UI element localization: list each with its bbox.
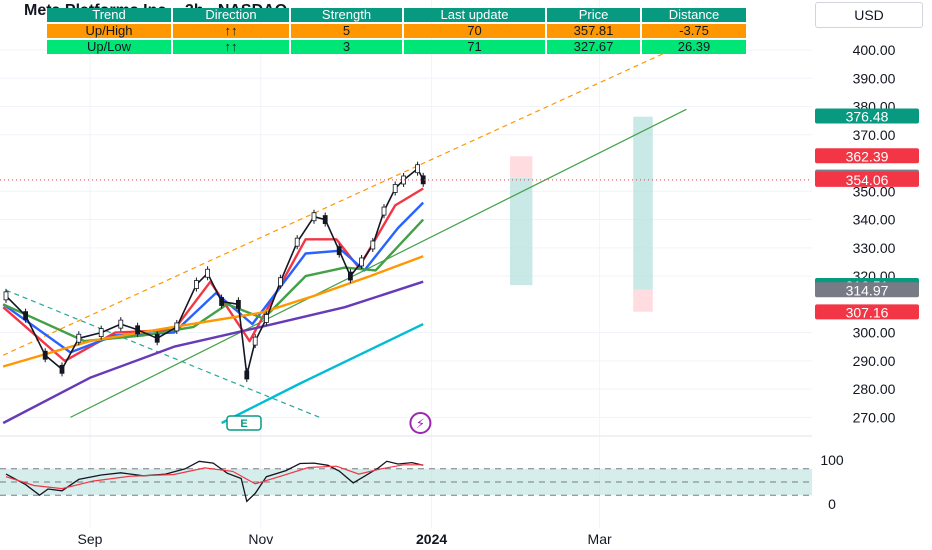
cell-last-update: 71 [404,40,545,54]
header-trend: Trend [47,8,171,22]
candle-body [415,164,421,174]
header-direction: Direction [173,8,289,22]
cell-trend: Up/Low [47,40,171,54]
stop-zone [510,156,533,178]
trendline [70,108,687,418]
candle-body [359,257,365,267]
price-tag [815,304,919,320]
candle-body [294,237,300,247]
candle-body [311,212,317,222]
price-tick-label: 280.00 [853,381,896,397]
time-tick-label: 2024 [416,531,447,547]
trend-row-low: Up/Low ↑↑ 3 71 327.67 26.39 [47,40,746,54]
oscillator-tick-label: 100 [820,452,844,468]
moving-average-line [2,187,424,363]
cell-price: 327.67 [547,40,640,54]
candle-body [252,336,258,346]
time-tick-label: Mar [588,531,612,547]
earnings-marker-label: E [240,418,247,430]
trend-row-high: Up/High ↑↑ 5 70 357.81 -3.75 [47,24,746,38]
price-tag [815,148,919,164]
candle-body [381,206,387,216]
candle-body [392,184,398,193]
cell-distance: 26.39 [642,40,746,54]
candle-body [23,311,29,321]
candle-body [263,314,269,323]
cell-strength: 5 [291,24,402,38]
price-tick-label: 340.00 [853,212,896,228]
price-tick-label: 390.00 [853,70,896,86]
time-tick-label: Sep [78,531,103,547]
target-zone [633,116,653,290]
candle-body [154,333,160,343]
candle-body [420,175,426,185]
candle-body [3,291,9,301]
cell-strength: 3 [291,40,402,54]
trend-table: Trend Direction Strength Last update Pri… [45,6,748,56]
candle-body [135,325,141,335]
price-tag [815,282,919,298]
price-tag-label: 362.39 [846,148,889,164]
candle-body [205,268,211,278]
price-line [5,167,424,376]
price-tick-label: 290.00 [853,353,896,369]
cell-trend: Up/High [47,24,171,38]
candle-body [347,271,353,281]
price-tag-label: 354.06 [846,172,889,188]
oscillator-line [5,460,424,503]
cell-price: 357.81 [547,24,640,38]
price-tag [815,108,919,124]
candle-body [118,319,124,329]
moving-average-line [2,255,424,368]
trendline [2,43,684,356]
cell-distance: -3.75 [642,24,746,38]
moving-average-line [2,280,424,425]
header-strength: Strength [291,8,402,22]
price-tick-label: 300.00 [853,325,896,341]
candle-body [193,280,199,289]
price-tick-label: 400.00 [853,42,896,58]
candle-body [244,370,250,380]
price-tag-label: 314.97 [846,282,889,298]
stop-zone [633,289,653,312]
split-marker [409,412,432,434]
moving-average-line [2,201,425,354]
currency-selector[interactable]: USD [815,2,923,28]
candle-body [277,277,283,287]
price-tag [815,171,919,187]
oscillator-signal-line [5,464,424,490]
header-distance: Distance [642,8,746,22]
time-tick-label: Nov [248,531,273,547]
candle-body [219,297,225,306]
candle-body [401,175,407,185]
oscillator-tick-label: 0 [828,496,836,512]
target-zone [510,177,533,286]
cell-direction: ↑↑ [173,24,289,38]
cell-last-update: 70 [404,24,545,38]
price-tick-label: 370.00 [853,127,896,143]
candle-body [322,215,328,224]
header-price: Price [547,8,640,22]
moving-average-line [221,323,424,425]
candle-body [235,299,241,309]
price-tag-label: 376.48 [846,108,889,124]
cell-direction: ↑↑ [173,40,289,54]
price-tick-label: 330.00 [853,240,896,256]
trend-table-header: Trend Direction Strength Last update Pri… [47,8,746,22]
header-last-update: Last update [404,8,545,22]
candle-body [76,333,82,343]
candle-body [42,350,48,360]
price-tick-label: 270.00 [853,409,896,425]
candle-body [336,246,342,256]
candle-body [59,364,65,374]
candle-body [174,322,180,332]
candle-body [98,328,104,338]
price-tag-label: 307.16 [846,304,889,320]
earnings-marker [226,415,262,431]
split-marker-label: ⚡ [416,417,425,432]
candle-body [370,240,376,250]
price-tick-label: 350.00 [853,183,896,199]
trendline [5,289,320,418]
